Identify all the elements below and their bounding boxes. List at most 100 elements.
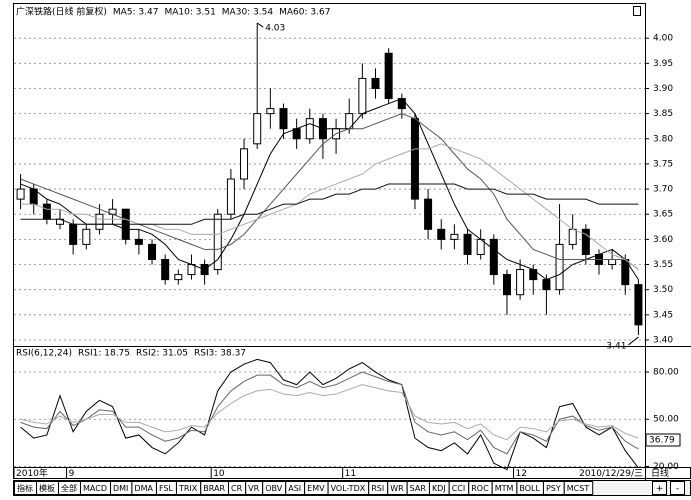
tab-label[interactable]: DMI [113, 484, 128, 493]
tab-label[interactable]: ASI [288, 484, 301, 493]
indicator-line [20, 384, 639, 441]
tab-label[interactable]: EMV [307, 484, 325, 493]
candle-body [424, 198, 433, 230]
candle-body [305, 118, 314, 140]
annotation-leader [256, 22, 264, 28]
annotation-leader [628, 336, 639, 346]
tab-label[interactable]: 指标 [17, 483, 33, 493]
tab-label[interactable]: SAR [410, 484, 427, 493]
annotation: 3.41 [606, 341, 626, 351]
candle-body [608, 258, 617, 266]
candle-body [384, 52, 393, 100]
y-tick-label: 4.00 [653, 34, 673, 44]
candle-body [174, 274, 183, 281]
panel-title: 广深铁路(日线 前复权) [16, 6, 107, 18]
tab-label[interactable]: 模板 [39, 483, 55, 493]
candle-body [69, 223, 78, 245]
y-tick-label: 20.00 [653, 462, 679, 472]
y-tick-label: 3.40 [653, 335, 673, 345]
tab-label[interactable]: VR [248, 484, 259, 493]
tab-label[interactable]: VOL-TDX [331, 484, 366, 493]
y-tick-label: 3.45 [653, 310, 673, 320]
candle-body [489, 238, 498, 276]
tab-label[interactable]: CCI [452, 484, 466, 493]
tab-label[interactable]: RSI [371, 484, 384, 493]
panel-title: RSI(6,12,24) [16, 349, 72, 359]
tab[interactable] [563, 481, 594, 495]
candle-body [502, 274, 511, 296]
candle-body [82, 228, 91, 245]
tab-label[interactable]: KDJ [432, 484, 446, 493]
candle-body [266, 108, 275, 115]
tab-label[interactable]: FSL [159, 484, 174, 493]
candle-body [358, 77, 367, 115]
y-tick-label: 80.00 [653, 368, 679, 378]
candle-body [463, 233, 472, 255]
y-tick-label: 3.60 [653, 235, 673, 245]
candle-body [581, 228, 590, 255]
tab-label[interactable]: CR [231, 484, 243, 493]
tab-label[interactable]: TRIX [178, 484, 198, 493]
candle-body [516, 269, 525, 296]
tab-label[interactable]: BOLL [519, 484, 540, 493]
candle-body [42, 203, 51, 220]
period-label: 日线 [651, 467, 669, 479]
tab-label[interactable]: BRAR [203, 484, 225, 493]
date-label: 2010年 [16, 467, 48, 479]
candle-body [450, 233, 459, 240]
toolbar-button-label[interactable]: - [676, 484, 679, 494]
toolbar-button[interactable] [670, 481, 685, 495]
current-date: 2010/12/29/三 [579, 469, 643, 479]
tab-label[interactable]: MTM [495, 484, 514, 493]
tab-label[interactable]: MACD [83, 484, 107, 493]
candle-body [134, 238, 143, 245]
candle-body [634, 284, 643, 326]
value-marker-label: 36.79 [649, 436, 675, 446]
candle-body [542, 279, 551, 291]
value-marker [645, 433, 681, 447]
candle-body [397, 98, 406, 110]
y-tick-label: 3.90 [653, 84, 673, 94]
tab-label[interactable]: DMA [134, 484, 153, 493]
candle-body [187, 264, 196, 276]
y-tick-label: 3.85 [653, 109, 673, 119]
candle-body [213, 213, 222, 271]
toolbar-button[interactable] [652, 481, 667, 495]
legend-entry: MA60: 3.67 [279, 8, 330, 18]
legend-entry: RSI2: 31.05 [136, 349, 188, 359]
annotation: 4.03 [265, 24, 285, 34]
window-icon[interactable] [633, 6, 641, 16]
y-tick-label: 3.65 [653, 210, 673, 220]
candle-body [555, 243, 564, 291]
y-tick-label: 3.50 [653, 285, 673, 295]
legend-entry: MA30: 3.54 [222, 8, 274, 18]
indicator-line [20, 113, 639, 270]
candle-body [95, 213, 104, 230]
candle-body [292, 128, 301, 140]
candle-body [410, 118, 419, 200]
y-tick-label: 3.95 [653, 59, 673, 69]
date-label: 12 [516, 469, 527, 479]
legend-entry: MA5: 3.47 [113, 8, 159, 18]
tab-label[interactable]: 全部 [61, 483, 77, 493]
y-tick-label: 3.55 [653, 260, 673, 270]
date-label: 10 [213, 469, 225, 479]
date-label: 11 [345, 469, 356, 479]
legend-entry: RSI1: 18.75 [78, 349, 130, 359]
indicator-line [20, 358, 639, 471]
tab-label[interactable]: OBV [265, 484, 283, 493]
tab-label[interactable]: PSY [546, 484, 561, 493]
candle-body [148, 243, 157, 260]
legend-entry: MA10: 3.51 [164, 8, 215, 18]
y-tick-label: 3.75 [653, 159, 673, 169]
legend-entry: RSI3: 38.37 [194, 349, 246, 359]
candle-body [161, 258, 170, 281]
toolbar-button-label[interactable]: + [656, 484, 664, 494]
tab-label[interactable]: WR [390, 484, 404, 493]
candle-body [240, 148, 249, 180]
indicator-line [20, 183, 639, 225]
tab-label[interactable]: MCST [567, 484, 590, 493]
tab-label[interactable]: ROC [471, 484, 489, 493]
indicator-line [20, 371, 639, 455]
